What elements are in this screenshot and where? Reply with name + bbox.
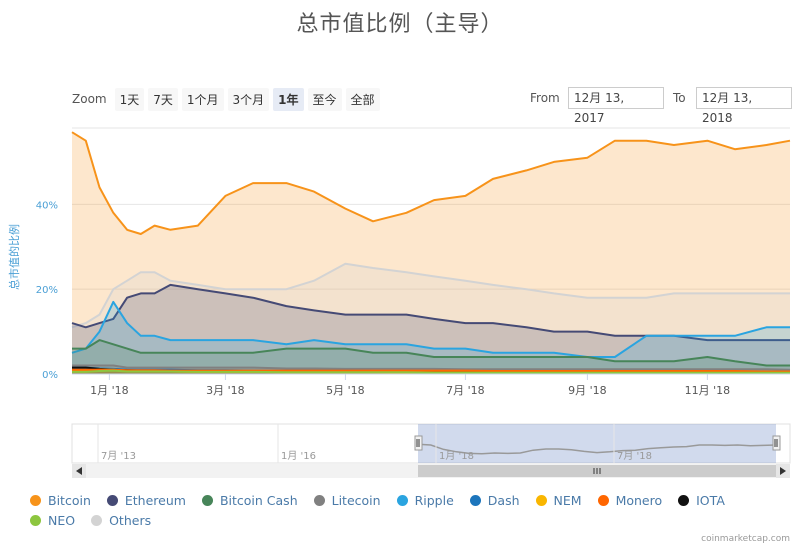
legend-label: Bitcoin Cash <box>219 493 298 508</box>
x-tick-label: 1月 '18 <box>90 384 129 397</box>
legend-item-dash[interactable]: Dash <box>469 493 520 508</box>
series-area-bitcoin <box>72 132 790 374</box>
legend-label: Ripple <box>414 493 454 508</box>
x-tick-label: 11月 '18 <box>685 384 731 397</box>
legend-item-monero[interactable]: Monero <box>597 493 663 508</box>
legend-label: Bitcoin <box>48 493 91 508</box>
legend-marker-icon <box>396 495 408 506</box>
zoom-button-1m[interactable]: 1个月 <box>181 87 224 111</box>
x-tick-label: 9月 '18 <box>568 384 607 397</box>
series-line-bitcoin-cash[interactable] <box>72 339 790 367</box>
scroll-left-arrow-icon <box>76 467 82 475</box>
series-layer <box>71 131 791 374</box>
legend-marker-icon <box>597 495 609 506</box>
zoom-button-1d[interactable]: 1天 <box>114 87 145 111</box>
zoom-button-1y[interactable]: 1年 <box>273 87 304 111</box>
navigator-frame <box>71 423 791 464</box>
navigator-tick-label: 7月 '18 <box>617 450 652 462</box>
legend-item-nem[interactable]: NEM <box>535 493 582 508</box>
legend-marker-icon <box>30 515 41 526</box>
legend-marker-icon <box>535 495 547 506</box>
scroll-right-arrow-icon <box>780 467 786 475</box>
navigator-tick-label: 7月 '13 <box>101 450 136 462</box>
legend-label: NEO <box>48 513 76 528</box>
zoom-button-7d[interactable]: 7天 <box>148 87 178 111</box>
y-axis-label: 总市值的比例 <box>8 224 21 290</box>
range-from-input[interactable]: 12月 13, 2017 <box>568 87 664 125</box>
series-area-ripple <box>72 301 790 374</box>
zoom-button-ytd[interactable]: 至今 <box>307 87 342 111</box>
x-tick-label: 3月 '18 <box>206 384 245 397</box>
legend-label: Dash <box>487 493 520 508</box>
legend-marker-icon <box>469 495 481 506</box>
zoom-label: Zoom <box>72 92 107 106</box>
legend-item-neo[interactable]: NEO <box>30 513 75 528</box>
legend-item-bitcoin[interactable]: Bitcoin <box>30 493 91 508</box>
legend-label: Ethereum <box>124 493 186 508</box>
navigator-tick-label: 1月 '16 <box>281 450 316 462</box>
legend-item-others[interactable]: Others <box>91 513 151 528</box>
y-tick-label: 0% <box>42 370 58 381</box>
range-to-input[interactable]: 12月 13, 2018 <box>696 87 792 125</box>
legend-label: Others <box>109 513 152 528</box>
range-to-label: To <box>673 91 686 105</box>
navigator-series-line <box>417 443 777 455</box>
legend-item-ripple[interactable]: Ripple <box>396 493 454 508</box>
legend-marker-icon <box>313 495 325 506</box>
y-tick-label: 20% <box>36 285 58 296</box>
legend-marker-icon <box>678 495 690 506</box>
series-line-litecoin[interactable] <box>72 364 791 371</box>
x-tick-label: 5月 '18 <box>326 384 365 397</box>
navigator[interactable]: 7月 '13 1月 '16 1月 '18 7月 '18 <box>71 423 791 478</box>
legend-marker-icon <box>91 515 103 526</box>
legend-item-litecoin[interactable]: Litecoin <box>313 493 381 508</box>
credit-link[interactable]: coinmarketcap.com <box>701 534 790 544</box>
legend-label: Litecoin <box>331 493 381 508</box>
series-line-others[interactable] <box>71 262 790 329</box>
legend-item-iota[interactable]: IOTA <box>678 493 725 508</box>
legend-label: IOTA <box>696 493 725 508</box>
legend-item-bitcoin-cash[interactable]: Bitcoin Cash <box>201 493 298 508</box>
zoom-controls: Zoom 1天 7天 1个月 3个月 1年 至今 全部 <box>72 87 384 111</box>
axis-layer: 0% 20% 40% 1月 '18 3月 '18 5月 '18 7月 '18 9月 '18 11… <box>36 200 790 397</box>
chart-title: 总市值比例（主导） <box>296 12 504 37</box>
y-tick-label: 40% <box>36 200 58 211</box>
series-line-neo[interactable] <box>72 369 790 374</box>
series-area-ethereum <box>72 284 790 374</box>
legend-label: Monero <box>615 493 663 508</box>
range-from-label: From <box>530 91 560 105</box>
series-line-ripple[interactable] <box>71 300 790 358</box>
legend: Bitcoin Ethereum Bitcoin Cash Litecoin Rippl… <box>30 493 790 533</box>
x-tick-label: 7月 '18 <box>446 384 485 397</box>
navigator-selection[interactable] <box>418 424 776 463</box>
series-line-monero[interactable] <box>72 368 790 373</box>
legend-marker-icon <box>201 495 213 506</box>
zoom-button-3m[interactable]: 3个月 <box>227 87 270 111</box>
legend-marker-icon <box>106 495 118 506</box>
legend-marker-icon <box>30 495 41 506</box>
navigator-tick-label: 1月 '18 <box>439 450 474 462</box>
zoom-button-all[interactable]: 全部 <box>345 87 380 111</box>
legend-item-ethereum[interactable]: Ethereum <box>106 493 186 508</box>
series-line-bitcoin[interactable] <box>71 131 791 235</box>
legend-label: NEM <box>553 493 582 508</box>
